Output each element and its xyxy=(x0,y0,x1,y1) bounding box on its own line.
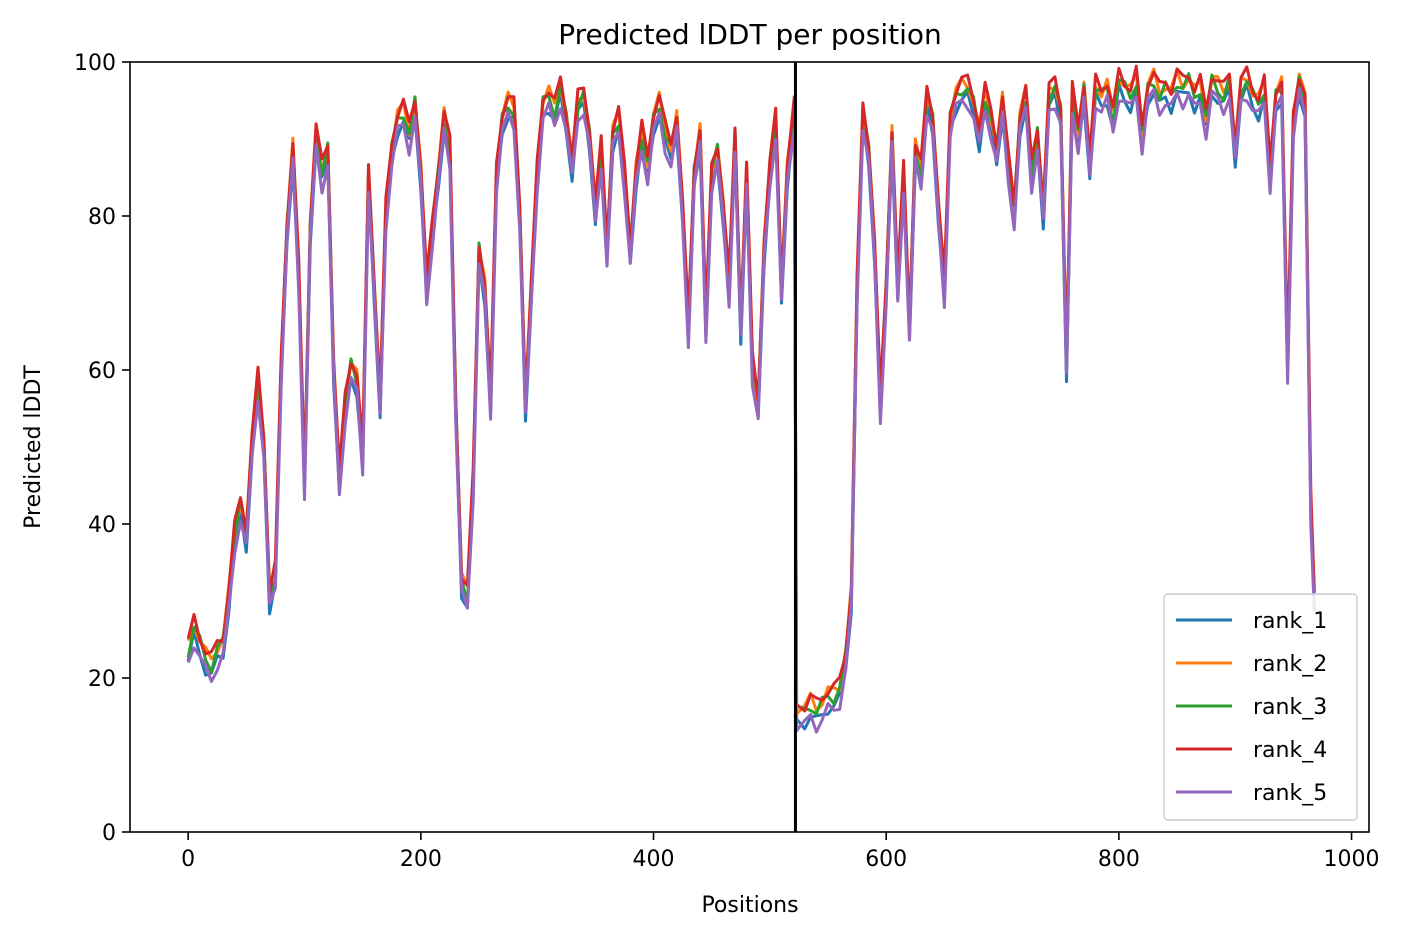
x-tick-label: 800 xyxy=(1098,847,1140,872)
y-tick-label: 40 xyxy=(88,513,116,538)
legend-box xyxy=(1163,593,1358,821)
y-axis-label: Predicted lDDT xyxy=(21,365,46,529)
y-tick-label: 20 xyxy=(88,667,116,692)
legend: rank_1 rank_2 rank_3 rank_4 rank_5 xyxy=(1163,593,1358,821)
y-axis-ticks: 0 20 40 60 80 100 xyxy=(74,51,130,846)
x-axis-ticks: 0 200 400 600 800 1000 xyxy=(181,832,1380,872)
y-tick-label: 60 xyxy=(88,359,116,384)
legend-label-rank_4: rank_4 xyxy=(1253,738,1327,763)
x-tick-label: 1000 xyxy=(1324,847,1380,872)
legend-label-rank_3: rank_3 xyxy=(1253,695,1327,720)
y-tick-label: 0 xyxy=(102,821,116,846)
y-tick-label: 100 xyxy=(74,51,116,76)
legend-label-rank_5: rank_5 xyxy=(1253,781,1327,806)
chart-title: Predicted lDDT per position xyxy=(558,18,942,51)
x-tick-label: 200 xyxy=(400,847,442,872)
x-tick-label: 600 xyxy=(865,847,907,872)
plot-frame xyxy=(129,61,1370,833)
y-tick-label: 80 xyxy=(88,205,116,230)
series-line-rank_5 xyxy=(186,87,1316,734)
legend-label-rank_1: rank_1 xyxy=(1253,609,1327,634)
legend-label-rank_2: rank_2 xyxy=(1253,652,1327,677)
x-tick-label: 400 xyxy=(633,847,675,872)
series-lines xyxy=(186,64,1316,734)
x-axis-label: Positions xyxy=(701,893,798,918)
x-tick-label: 0 xyxy=(181,847,195,872)
